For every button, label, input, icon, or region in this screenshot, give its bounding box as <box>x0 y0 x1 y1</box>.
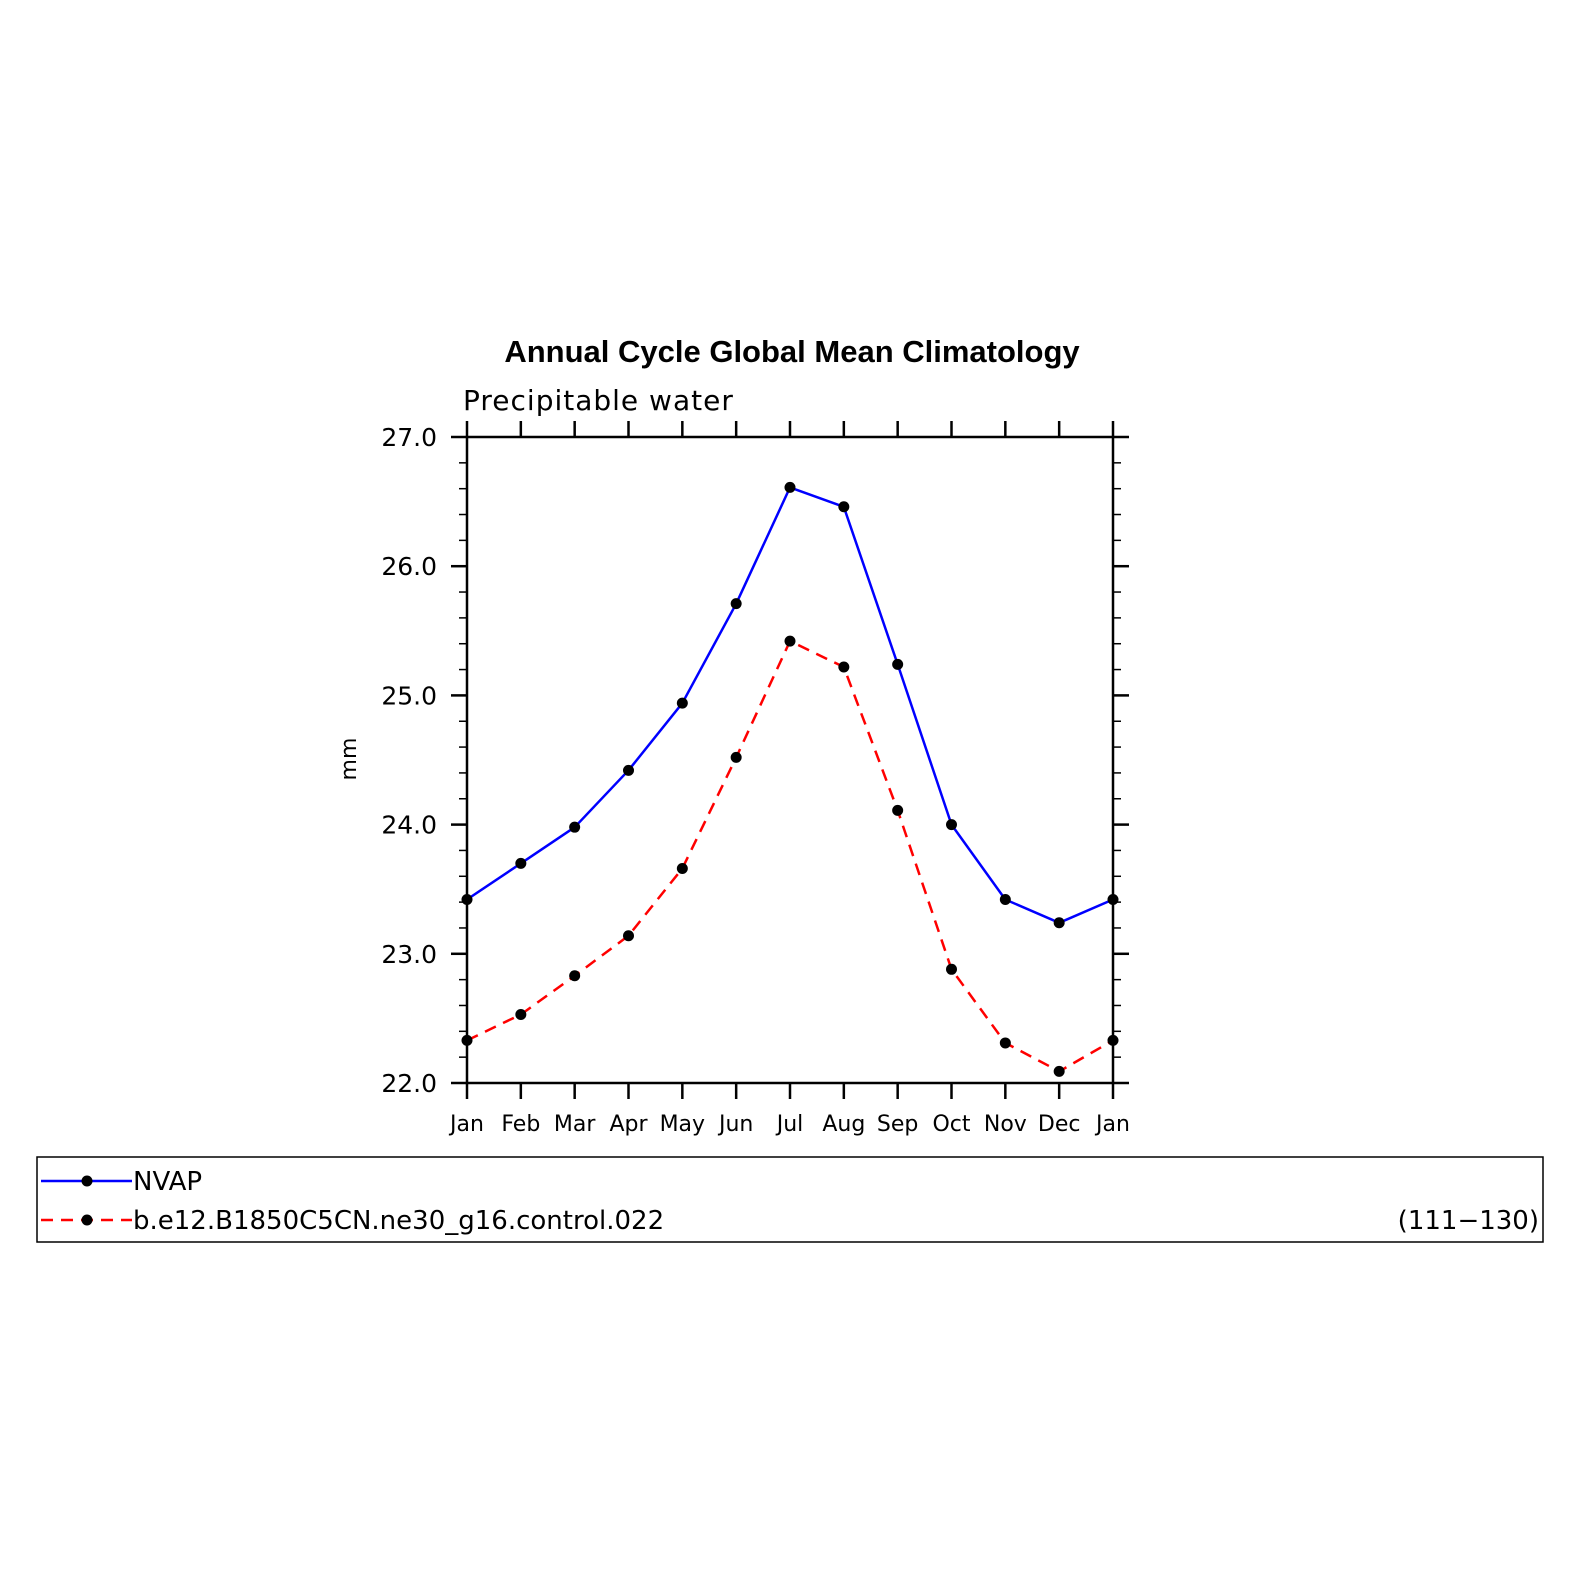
series-0-point <box>1107 894 1119 906</box>
series-0-point <box>676 697 688 709</box>
series-0-point <box>515 857 527 869</box>
plot-frame <box>465 435 1115 1085</box>
legend-box <box>36 1156 1544 1243</box>
series-0-point <box>946 819 957 831</box>
series-1-point <box>784 635 796 647</box>
y-tick-label: 23.0 <box>381 940 437 969</box>
y-tick-label: 22.0 <box>381 1069 437 1098</box>
legend-marker-nvap <box>81 1175 93 1187</box>
x-tick-label: Jul <box>775 1112 804 1137</box>
chart-title: Annual Cycle Global Mean Climatology <box>504 334 1080 369</box>
series-1-point <box>946 963 957 975</box>
legend-label-model: b.e12.B1850C5CN.ne30_g16.control.022 <box>133 1206 664 1236</box>
series-1-point <box>623 930 634 942</box>
x-tick-label: Jun <box>717 1112 753 1137</box>
series-0-point <box>461 894 473 906</box>
series-1-point <box>730 751 742 763</box>
series-layer <box>461 481 1119 1077</box>
x-tick-label: May <box>660 1112 705 1137</box>
series-1-point <box>1053 1065 1065 1077</box>
series-1-point <box>676 863 688 875</box>
legend: NVAP b.e12.B1850C5CN.ne30_g16.control.02… <box>36 1156 1544 1243</box>
series-0-point <box>1053 917 1065 929</box>
series-1-point <box>999 1037 1011 1049</box>
x-tick-label: Dec <box>1038 1112 1081 1137</box>
chart-subtitle: Precipitable water <box>463 384 734 417</box>
legend-years-model: (111−130) <box>1398 1206 1539 1236</box>
legend-marker-model <box>81 1214 93 1226</box>
series-line-0 <box>466 486 1114 925</box>
series-0-point <box>730 598 742 610</box>
axes: 22.0 23.0 24.0 25.0 26.0 27.0 Jan Feb Mar Apr May J… <box>381 421 1130 1137</box>
x-tick-label: Mar <box>554 1112 596 1137</box>
series-line-1 <box>466 639 1114 1073</box>
x-tick-label: Sep <box>877 1112 918 1137</box>
y-tick-label: 26.0 <box>381 552 437 581</box>
x-tick-label: Aug <box>822 1112 865 1137</box>
series-0-point <box>784 481 796 493</box>
series-0-point <box>838 501 850 513</box>
series-0-point <box>569 821 581 833</box>
series-1-point <box>838 661 850 673</box>
x-tick-label: Apr <box>609 1112 648 1137</box>
series-1-point <box>569 970 581 982</box>
series-1-point <box>892 804 904 816</box>
y-axis-label: mm <box>337 738 362 781</box>
series-1-point <box>515 1009 527 1021</box>
series-0-point <box>999 894 1011 906</box>
x-tick-label: Nov <box>984 1112 1027 1137</box>
x-tick-label: Jan <box>1094 1112 1130 1137</box>
series-0-point <box>892 658 904 670</box>
y-tick-label: 24.0 <box>381 811 437 840</box>
y-tick-label: 27.0 <box>381 423 437 452</box>
series-1-point <box>1107 1034 1119 1046</box>
series-1-point <box>461 1034 473 1046</box>
x-tick-label: Feb <box>501 1112 540 1137</box>
legend-label-nvap: NVAP <box>133 1167 202 1197</box>
series-0-point <box>623 764 634 776</box>
y-tick-label: 25.0 <box>381 681 437 710</box>
x-tick-label: Jan <box>448 1112 484 1137</box>
x-tick-label: Oct <box>932 1112 970 1137</box>
